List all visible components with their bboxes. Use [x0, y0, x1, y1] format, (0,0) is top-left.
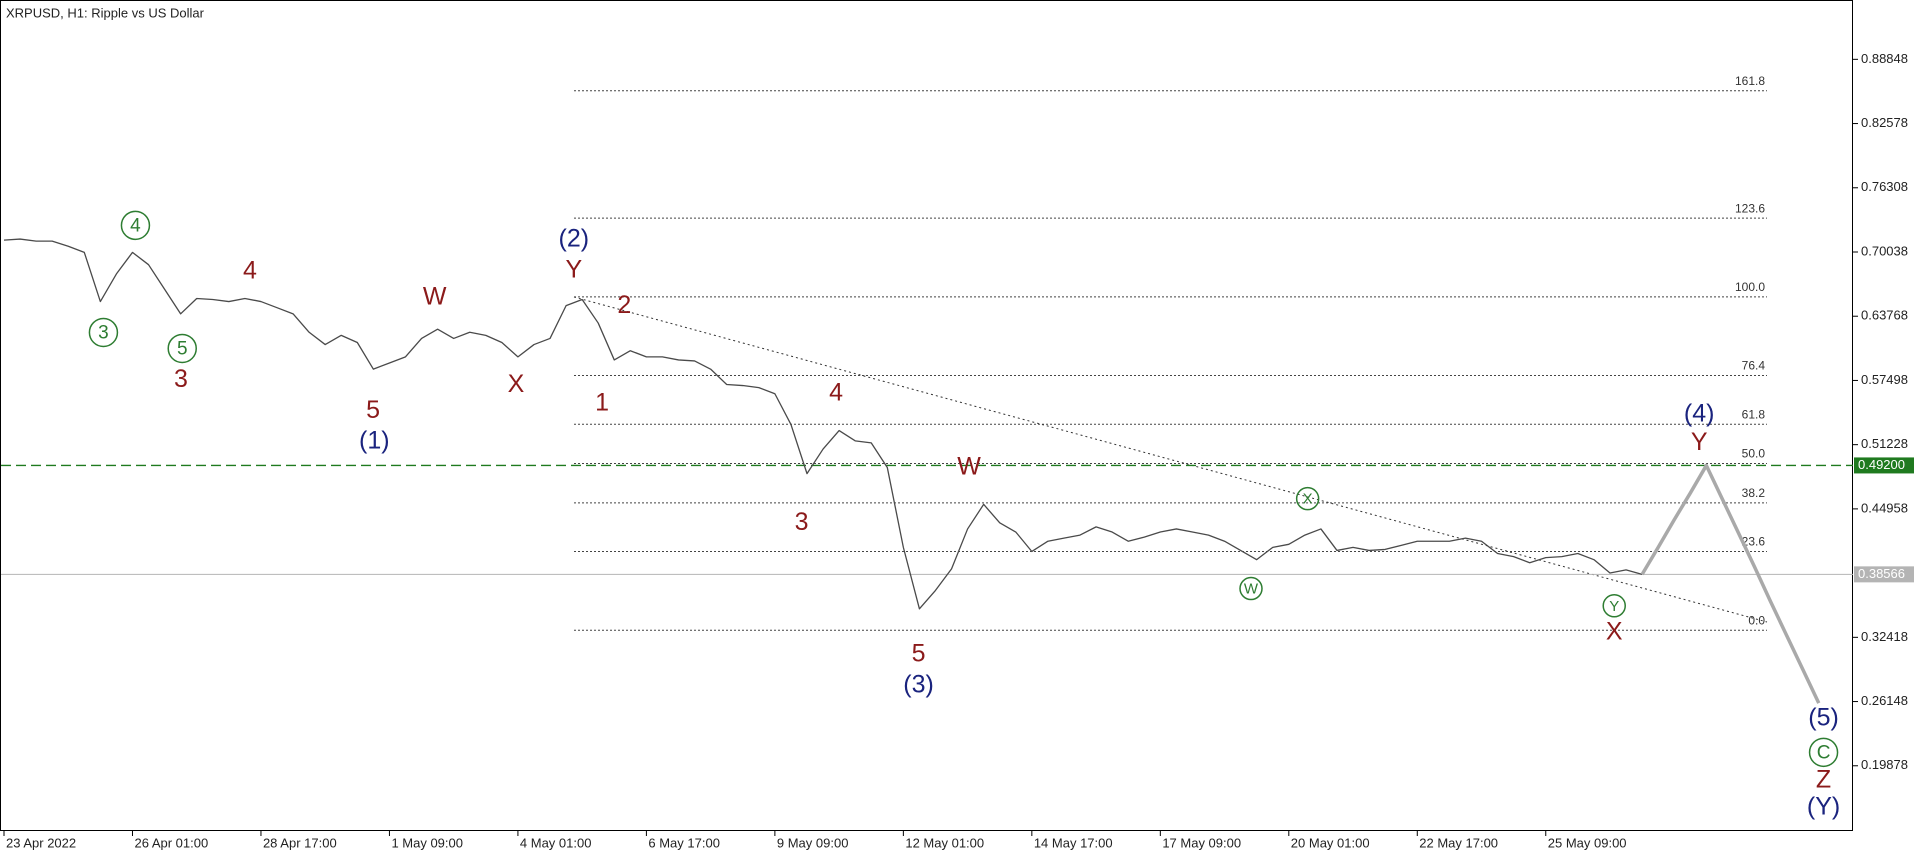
- x-tick-label: 23 Apr 2022: [6, 835, 76, 850]
- fib-label: 161.8: [1735, 74, 1765, 88]
- y-tick-label: 0.70038: [1861, 243, 1908, 258]
- chart-title: XRPUSD, H1: Ripple vs US Dollar: [6, 5, 205, 20]
- wave-label: Y: [1691, 428, 1708, 456]
- y-tick-label: 0.63768: [1861, 308, 1908, 323]
- wave-circle: [120, 210, 151, 241]
- wave-label: (2): [559, 225, 590, 253]
- fib-label: 76.4: [1742, 359, 1766, 373]
- y-tick-label: 0.57498: [1861, 372, 1908, 387]
- x-tick-label: 22 May 17:00: [1419, 835, 1498, 850]
- wave-label: Y: [1609, 598, 1619, 615]
- wave-label: Z: [1816, 765, 1831, 793]
- wave-label: Y: [565, 255, 582, 283]
- y-tick-label: 0.76308: [1861, 179, 1908, 194]
- price-tag-label: 0.38566: [1858, 566, 1905, 581]
- x-tick-label: 20 May 01:00: [1291, 835, 1370, 850]
- fib-label: 23.6: [1742, 535, 1766, 549]
- wave-circle: [88, 317, 119, 348]
- wave-circle: [1602, 594, 1626, 618]
- price-tag: [1854, 457, 1914, 474]
- x-tick-label: 6 May 17:00: [648, 835, 720, 850]
- wave-label: 4: [130, 215, 141, 236]
- y-tick-label: 0.26148: [1861, 693, 1908, 708]
- wave-label: X: [508, 370, 525, 398]
- x-tick-label: 25 May 09:00: [1548, 835, 1627, 850]
- fib-label: 123.6: [1735, 201, 1765, 215]
- wave-label: (4): [1684, 400, 1715, 428]
- wave-circle: [1295, 486, 1320, 511]
- x-tick-label: 17 May 09:00: [1162, 835, 1241, 850]
- wave-label: (Y): [1807, 792, 1840, 820]
- x-tick-label: 14 May 17:00: [1034, 835, 1113, 850]
- wave-label: 2: [617, 291, 631, 319]
- trend-line: [573, 296, 1768, 623]
- fib-label: 100.0: [1735, 280, 1765, 294]
- wave-label: 1: [595, 388, 609, 416]
- fib-label: 61.8: [1742, 407, 1766, 421]
- wave-label: 5: [912, 640, 926, 668]
- series-line: [3, 238, 1643, 610]
- plot-frame: [0, 0, 1853, 831]
- wave-label: (1): [359, 427, 390, 455]
- x-tick-label: 28 Apr 17:00: [263, 835, 337, 850]
- wave-label: C: [1817, 742, 1831, 763]
- wave-circle: [1239, 576, 1263, 601]
- wave-label: X: [1606, 617, 1623, 645]
- y-tick-label: 0.88848: [1861, 51, 1908, 66]
- x-tick-label: 12 May 01:00: [905, 835, 984, 850]
- wave-circle: [1808, 737, 1839, 768]
- wave-label: W: [423, 283, 447, 311]
- y-tick-label: 0.19878: [1861, 757, 1908, 772]
- wave-circle: [167, 333, 197, 364]
- fib-label: 50.0: [1742, 447, 1766, 461]
- x-tick-label: 26 Apr 01:00: [134, 835, 208, 850]
- y-tick-label: 0.82578: [1861, 115, 1908, 130]
- wave-label: 4: [243, 257, 257, 285]
- wave-label: 3: [98, 322, 109, 343]
- wave-label: X: [1303, 491, 1313, 508]
- wave-label: (5): [1808, 704, 1839, 732]
- wave-label: 4: [829, 379, 843, 407]
- x-tick-label: 1 May 09:00: [391, 835, 463, 850]
- wave-label: 5: [177, 338, 188, 359]
- series-line: [1640, 463, 1821, 704]
- fib-label: 0.0: [1748, 613, 1765, 627]
- y-tick-label: 0.51228: [1861, 436, 1908, 451]
- y-tick-label: 0.32418: [1861, 629, 1908, 644]
- y-tick-label: 0.44958: [1861, 500, 1908, 515]
- wave-label: (3): [903, 670, 934, 698]
- fib-label: 38.2: [1742, 486, 1766, 500]
- wave-label: 3: [795, 508, 809, 536]
- wave-label: W: [1244, 581, 1259, 598]
- price-tag-label: 0.49200: [1858, 457, 1905, 472]
- wave-label: 3: [174, 365, 188, 393]
- wave-label: 5: [366, 396, 380, 424]
- price-tag: [1854, 566, 1914, 583]
- wave-label: W: [957, 453, 981, 481]
- x-tick-label: 9 May 09:00: [777, 835, 849, 850]
- x-tick-label: 4 May 01:00: [520, 835, 592, 850]
